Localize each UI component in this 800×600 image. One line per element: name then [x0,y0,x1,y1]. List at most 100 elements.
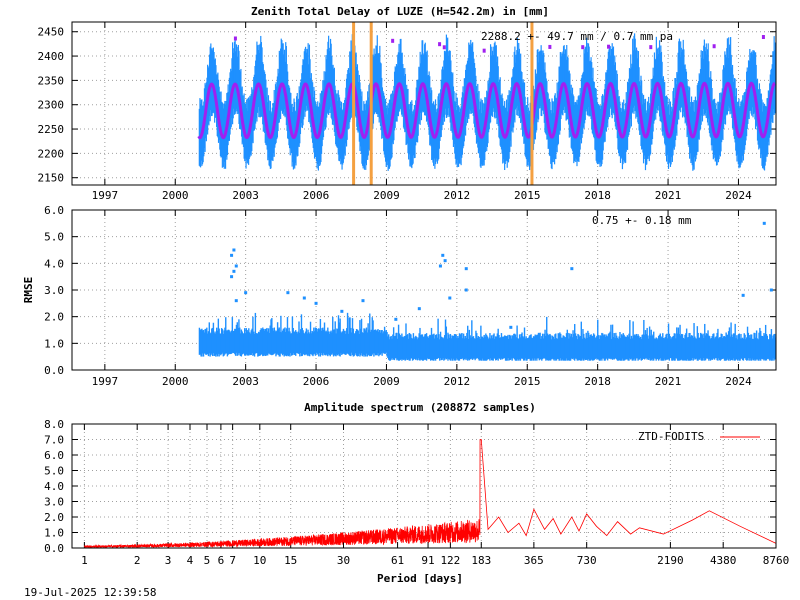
rmse-sample [770,329,773,361]
rmse-sample [259,330,262,356]
rmse-sample [618,336,620,361]
rmse-sample [285,328,288,357]
rmse-outlier-point [361,299,365,303]
rmse-sample [225,317,227,354]
ztd-outlier-point [712,44,716,49]
rmse-sample [308,332,310,355]
rmse-sample [458,333,461,361]
rmse-sample [383,331,385,354]
rmse-sample [490,335,493,361]
rmse-sample [532,338,534,359]
rmse-sample [328,333,331,356]
rmse-outlier-point [762,221,766,225]
rmse-sample [244,333,247,356]
rmse-sample [274,330,276,354]
rmse-sample [400,336,402,359]
ztd-outlier-point [581,45,585,50]
rmse-sample [632,321,634,360]
rmse-sample [718,338,720,359]
rmse-sample [726,334,728,361]
rmse-sample [357,330,359,357]
ztd-sample [612,48,614,113]
ztd-sample [238,50,240,124]
rmse-sample [719,337,722,361]
ztd-sample [329,51,331,114]
rmse-sample [360,318,363,354]
ztd-sample [539,50,541,109]
ztd-sample [528,114,530,167]
ztd-panel: 2150 2200 2250 2300 2350 2400 2450 1997 2000 2003… [38,21,777,202]
ztd-sample [214,58,216,118]
rmse-sample [592,333,595,361]
rmse-sample [667,323,670,360]
rmse-sample [756,338,759,360]
rmse-sample [760,330,762,361]
rmse-sample [578,334,580,360]
rmse-sample [538,333,541,361]
ztd-sample [660,45,662,122]
rmse-outlier-point [286,291,290,295]
rmse-sample [434,335,437,361]
rmse-sample [243,333,245,354]
rmse-sample [504,335,506,359]
rmse-sample [740,333,742,359]
rmse-sample [236,322,238,356]
rmse-sample [667,338,669,360]
x-tick-label: 2021 [655,375,682,388]
ztd-sample [523,82,526,143]
rmse-sample [462,333,465,361]
rmse-sample [441,337,443,360]
rmse-sample [694,336,696,360]
ztd-sample [520,53,522,124]
rmse-sample [701,335,703,361]
rmse-sample [494,338,496,359]
rmse-sample [504,335,507,361]
rmse-sample [601,333,604,359]
ztd-sample [232,48,234,119]
rmse-sample [391,338,393,360]
rmse-sample [702,333,704,361]
ztd-sample [491,46,493,116]
ztd-sample [708,61,710,119]
rmse-sample [442,337,444,359]
rmse-sample [579,335,582,361]
rmse-sample [651,336,653,359]
rmse-sample [311,330,313,356]
ztd-outlier-point [761,35,765,40]
rmse-sample [299,329,302,354]
ztd-sample [539,50,542,106]
rmse-sample [431,334,434,361]
rmse-sample [426,336,429,359]
rmse-sample [293,332,295,355]
ztd-sample [749,48,751,111]
rmse-sample [262,328,265,356]
rmse-sample [515,337,517,361]
rmse-sample [221,329,224,353]
ztd-sample [240,68,242,130]
rmse-sample [207,331,210,357]
rmse-sample [599,335,601,361]
ztd-sample [399,38,401,110]
rmse-sample [414,336,416,360]
ztd-sample [762,111,764,169]
rmse-sample [374,329,377,356]
ztd-sample [655,36,657,109]
ztd-sample [213,51,215,114]
rmse-sample [467,338,470,360]
rmse-sample [709,339,712,361]
x-tick-label: 2003 [232,189,259,202]
rmse-sample [211,328,213,354]
ztd-sample [212,47,215,112]
ztd-sample [433,104,435,159]
rmse-sample [429,334,431,360]
rmse-sample [757,339,759,361]
ztd-sample [306,48,308,111]
rmse-sample [629,320,631,359]
rmse-sample [465,338,467,361]
rmse-sample [235,324,238,353]
rmse-sample [216,327,218,355]
rmse-sample [693,323,695,359]
rmse-sample [288,327,290,356]
rmse-sample [291,316,294,356]
rmse-sample [612,336,615,359]
